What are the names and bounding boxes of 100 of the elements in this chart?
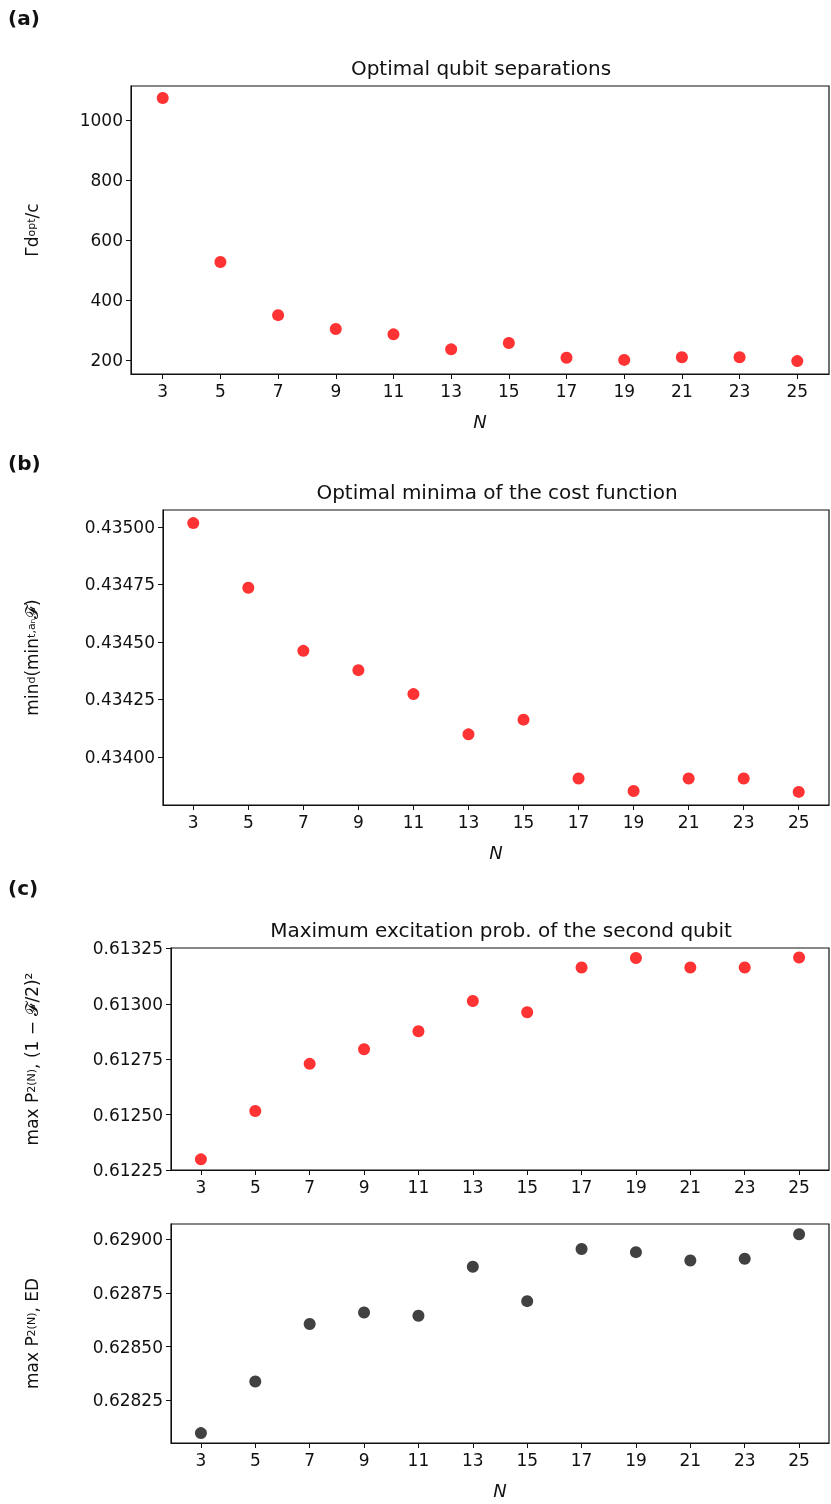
point	[738, 1252, 751, 1265]
x-tick-label: 7	[304, 1449, 316, 1470]
x-tick-label: 13	[457, 811, 480, 832]
x-tick-label: 21	[679, 1176, 702, 1197]
point	[684, 961, 697, 974]
y-tick-label: 400	[90, 290, 123, 311]
x-tick-label: 19	[613, 380, 636, 401]
x-tick-label: 11	[382, 380, 405, 401]
x-tick-label: 13	[440, 380, 462, 401]
x-axis-title: N	[473, 410, 487, 432]
point	[517, 713, 530, 726]
point	[358, 1306, 371, 1319]
x-tick-label: 19	[625, 1449, 647, 1470]
x-tick-label: 15	[498, 380, 520, 401]
point	[462, 728, 475, 741]
x-tick-label: 11	[402, 811, 425, 832]
point	[521, 1295, 534, 1308]
point	[194, 1153, 207, 1166]
y-tick-label: 0.62850	[92, 1336, 163, 1357]
y-tick-label: 0.43450	[84, 631, 155, 652]
point	[629, 1246, 642, 1259]
x-tick-label: 5	[249, 1176, 261, 1197]
x-tick-label: 17	[567, 811, 590, 832]
point	[303, 1057, 316, 1070]
y-tick-label: 0.62875	[92, 1282, 163, 1303]
x-tick-label: 7	[304, 1176, 316, 1197]
x-tick-label: 23	[733, 1449, 756, 1470]
x-tick-label: 5	[242, 811, 254, 832]
point	[412, 1025, 425, 1038]
y-axis-title: max P2(N), (1 − 𝓕/2)²	[21, 972, 42, 1146]
x-tick-label: 15	[516, 1176, 539, 1197]
point	[733, 351, 746, 364]
y-tick-label: 0.62900	[92, 1229, 163, 1250]
chart-title: Optimal qubit separations	[350, 56, 612, 80]
y-tick-label: 1000	[79, 110, 123, 131]
point	[407, 688, 420, 701]
point	[329, 322, 342, 335]
y-tick-label: 0.43500	[84, 516, 155, 537]
point	[352, 664, 365, 677]
x-tick-label: 13	[461, 1449, 484, 1470]
point	[560, 351, 573, 364]
point	[272, 309, 285, 322]
x-tick-label: 3	[157, 380, 169, 401]
y-tick-label: 0.61225	[92, 1160, 163, 1180]
x-tick-label: 9	[352, 811, 364, 832]
y-tick-label: 0.62825	[92, 1390, 163, 1411]
point	[214, 255, 227, 268]
point	[737, 772, 750, 785]
x-tick-label: 9	[330, 380, 342, 401]
point	[187, 517, 200, 530]
chart-title: Maximum excitation prob. of the second qubit	[270, 918, 733, 942]
x-tick-label: 13	[461, 1176, 484, 1197]
point	[156, 92, 169, 105]
y-tick-label: 0.43400	[84, 746, 155, 767]
point	[575, 1242, 588, 1255]
y-tick-label: 0.61325	[92, 938, 163, 959]
point	[194, 1427, 207, 1440]
point	[502, 337, 515, 350]
point	[575, 961, 588, 974]
x-tick-label: 25	[788, 1176, 810, 1197]
point	[249, 1375, 262, 1388]
point	[445, 343, 458, 356]
point	[242, 581, 255, 594]
y-tick-label: 0.61300	[92, 993, 163, 1014]
x-tick-label: 21	[679, 1449, 702, 1470]
x-tick-label: 19	[625, 1176, 647, 1197]
y-tick-label: 0.61250	[92, 1104, 163, 1125]
x-tick-label: 5	[215, 380, 226, 401]
x-tick-label: 11	[407, 1176, 430, 1197]
point	[629, 951, 642, 964]
x-axis-title: N	[493, 1479, 507, 1501]
x-tick-label: 17	[555, 380, 578, 401]
x-tick-label: 15	[516, 1449, 539, 1470]
y-tick-label: 600	[90, 230, 123, 251]
y-tick-label: 800	[90, 170, 123, 191]
x-tick-label: 21	[671, 380, 693, 401]
point	[793, 1228, 806, 1241]
point	[675, 351, 688, 364]
y-tick-label: 0.43425	[84, 689, 155, 710]
point	[682, 772, 695, 785]
y-tick-label: 0.61275	[92, 1049, 163, 1070]
x-tick-label: 25	[788, 1449, 810, 1470]
text: (c)	[8, 876, 39, 900]
x-tick-label: 5	[249, 1449, 261, 1470]
x-tick-label: 21	[677, 811, 700, 832]
x-tick-label: 9	[358, 1176, 370, 1197]
x-tick-label: 3	[187, 811, 199, 832]
x-tick-label: 7	[272, 380, 284, 401]
point	[303, 1317, 316, 1330]
x-tick-label: 7	[297, 811, 309, 832]
point	[627, 784, 640, 797]
text: (a)	[8, 6, 40, 30]
point	[297, 644, 310, 657]
x-axis-title: N	[489, 841, 503, 863]
point	[249, 1105, 262, 1118]
x-tick-label: 19	[622, 811, 645, 832]
x-tick-label: 25	[786, 380, 809, 401]
chart-title: Optimal minima of the cost function	[316, 480, 678, 504]
x-tick-label: 15	[512, 811, 535, 832]
point	[793, 951, 806, 964]
